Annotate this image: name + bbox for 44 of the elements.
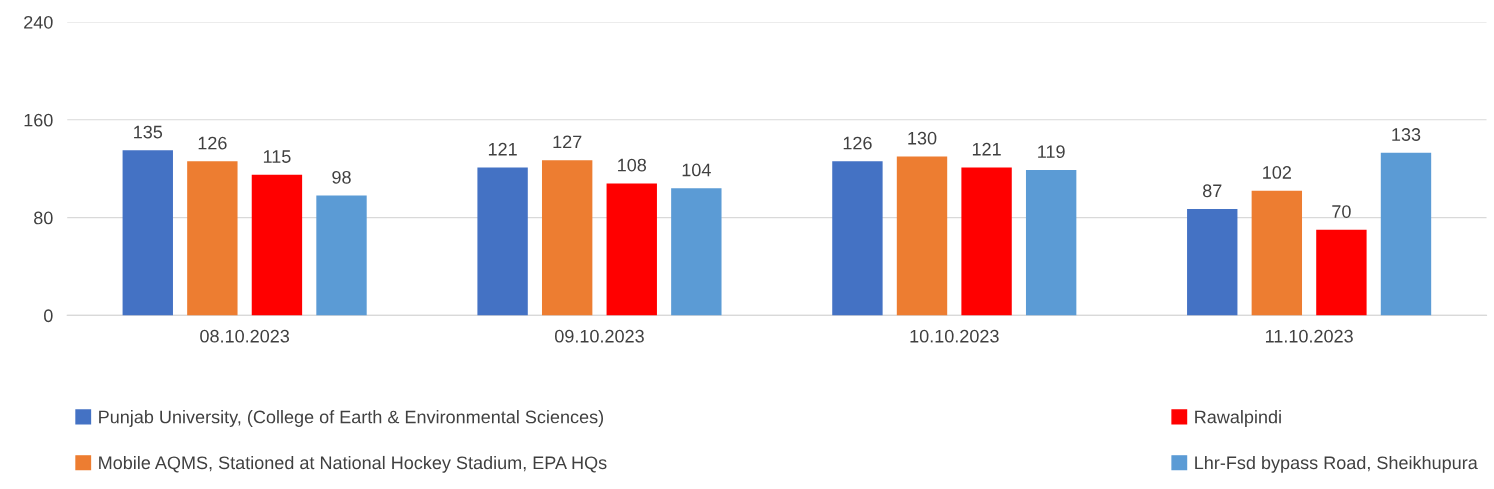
y-tick-label: 80 [34,211,53,225]
data-label: 127 [553,135,582,149]
data-label: 130 [908,131,937,145]
data-label: 87 [1202,184,1222,198]
bar [477,167,528,316]
data-label: 115 [263,150,291,163]
bar [122,150,173,316]
data-label: 70 [1332,205,1351,218]
data-label: 135 [134,125,163,139]
bar [187,161,238,316]
data-label: 119 [1038,145,1065,159]
bar [541,160,593,316]
data-label: 121 [972,142,1001,156]
data-label: 98 [332,170,351,184]
legend-label: Punjab University, (College of Earth & Environmental Sciences) [99,410,604,427]
legend-label: Mobile AQMS, Stationed at National Hockey Stadium, EPA HQs [99,455,607,473]
data-label: 121 [488,142,517,156]
y-tick-label: 0 [44,309,53,323]
x-tick-label: 11.10.2023 [1265,329,1353,343]
bar [671,188,722,316]
bar [1380,152,1432,316]
bar [832,161,883,316]
x-tick-label: 09.10.2023 [554,329,644,343]
bar [1316,229,1367,316]
bar [251,174,303,316]
data-label: 126 [843,136,872,150]
data-label: 133 [1392,128,1421,141]
bar [606,183,657,316]
bar [316,195,367,316]
data-label: 104 [682,163,711,177]
data-label: 102 [1263,166,1291,179]
y-tick-label: 160 [24,113,53,127]
data-label: 126 [198,136,227,150]
bar [1187,209,1238,316]
legend-label: Rawalpindi [1195,410,1281,427]
legend-label: Lhr-Fsd bypass Road, Sheikhupura [1195,455,1478,473]
bar [961,167,1012,316]
bar [1025,169,1077,316]
bar [896,156,948,316]
y-tick-label: 240 [24,15,53,29]
x-tick-label: 10.10.2023 [910,329,999,343]
bar [1251,190,1303,316]
data-label: 108 [618,158,647,172]
x-tick-label: 08.10.2023 [200,329,290,343]
